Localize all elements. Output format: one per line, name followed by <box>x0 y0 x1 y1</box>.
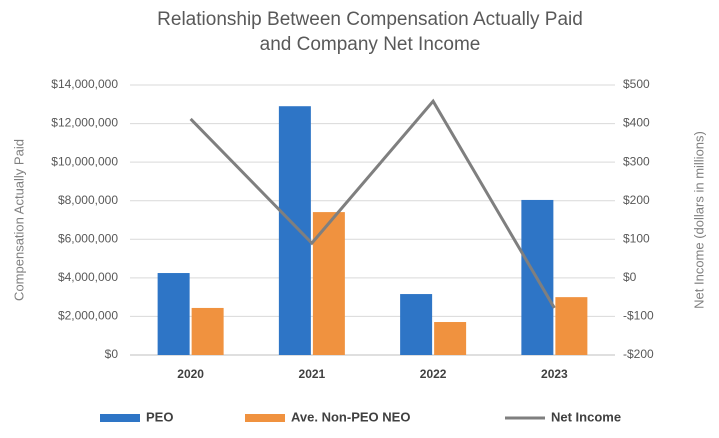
legend-label: PEO <box>146 409 173 424</box>
bar <box>555 297 588 355</box>
y2-tick-label: $200 <box>623 193 650 207</box>
legend-label: Ave. Non-PEO NEO <box>291 409 410 424</box>
y-tick-label: $4,000,000 <box>58 270 118 284</box>
y2-tick-label: $100 <box>623 231 650 245</box>
y2-tick-label: -$100 <box>623 309 654 323</box>
y-axis-title: Compensation Actually Paid <box>11 139 26 301</box>
bar <box>400 294 433 355</box>
bar <box>191 307 224 355</box>
bar <box>434 322 467 355</box>
y-tick-label: $8,000,000 <box>58 193 118 207</box>
y2-tick-label: $300 <box>623 154 650 168</box>
bar <box>157 273 190 355</box>
y2-tick-label: $0 <box>623 270 637 284</box>
x-tick-label: 2023 <box>541 367 568 381</box>
y-tick-label: $14,000,000 <box>51 77 118 91</box>
x-tick-label: 2022 <box>420 367 447 381</box>
bar <box>278 106 311 355</box>
bar <box>312 212 345 355</box>
legend-swatch <box>100 414 140 422</box>
y-tick-label: $2,000,000 <box>58 309 118 323</box>
chart-title: Relationship Between Compensation Actual… <box>157 9 583 30</box>
y-tick-label: $10,000,000 <box>51 154 118 168</box>
legend-swatch <box>245 414 285 422</box>
line <box>189 98 556 309</box>
y2-tick-label: $400 <box>623 116 650 130</box>
x-tick-label: 2021 <box>299 367 326 381</box>
y-tick-label: $0 <box>105 347 119 361</box>
y2-tick-label: $500 <box>623 77 650 91</box>
y2-axis-title: Net Income (dollars in millions) <box>691 131 706 309</box>
legend-label: Net Income <box>551 409 621 424</box>
y-tick-label: $6,000,000 <box>58 231 118 245</box>
x-tick-label: 2020 <box>177 367 204 381</box>
y-tick-label: $12,000,000 <box>51 116 118 130</box>
chart-subtitle: and Company Net Income <box>260 34 481 55</box>
y2-tick-label: -$200 <box>623 347 654 361</box>
